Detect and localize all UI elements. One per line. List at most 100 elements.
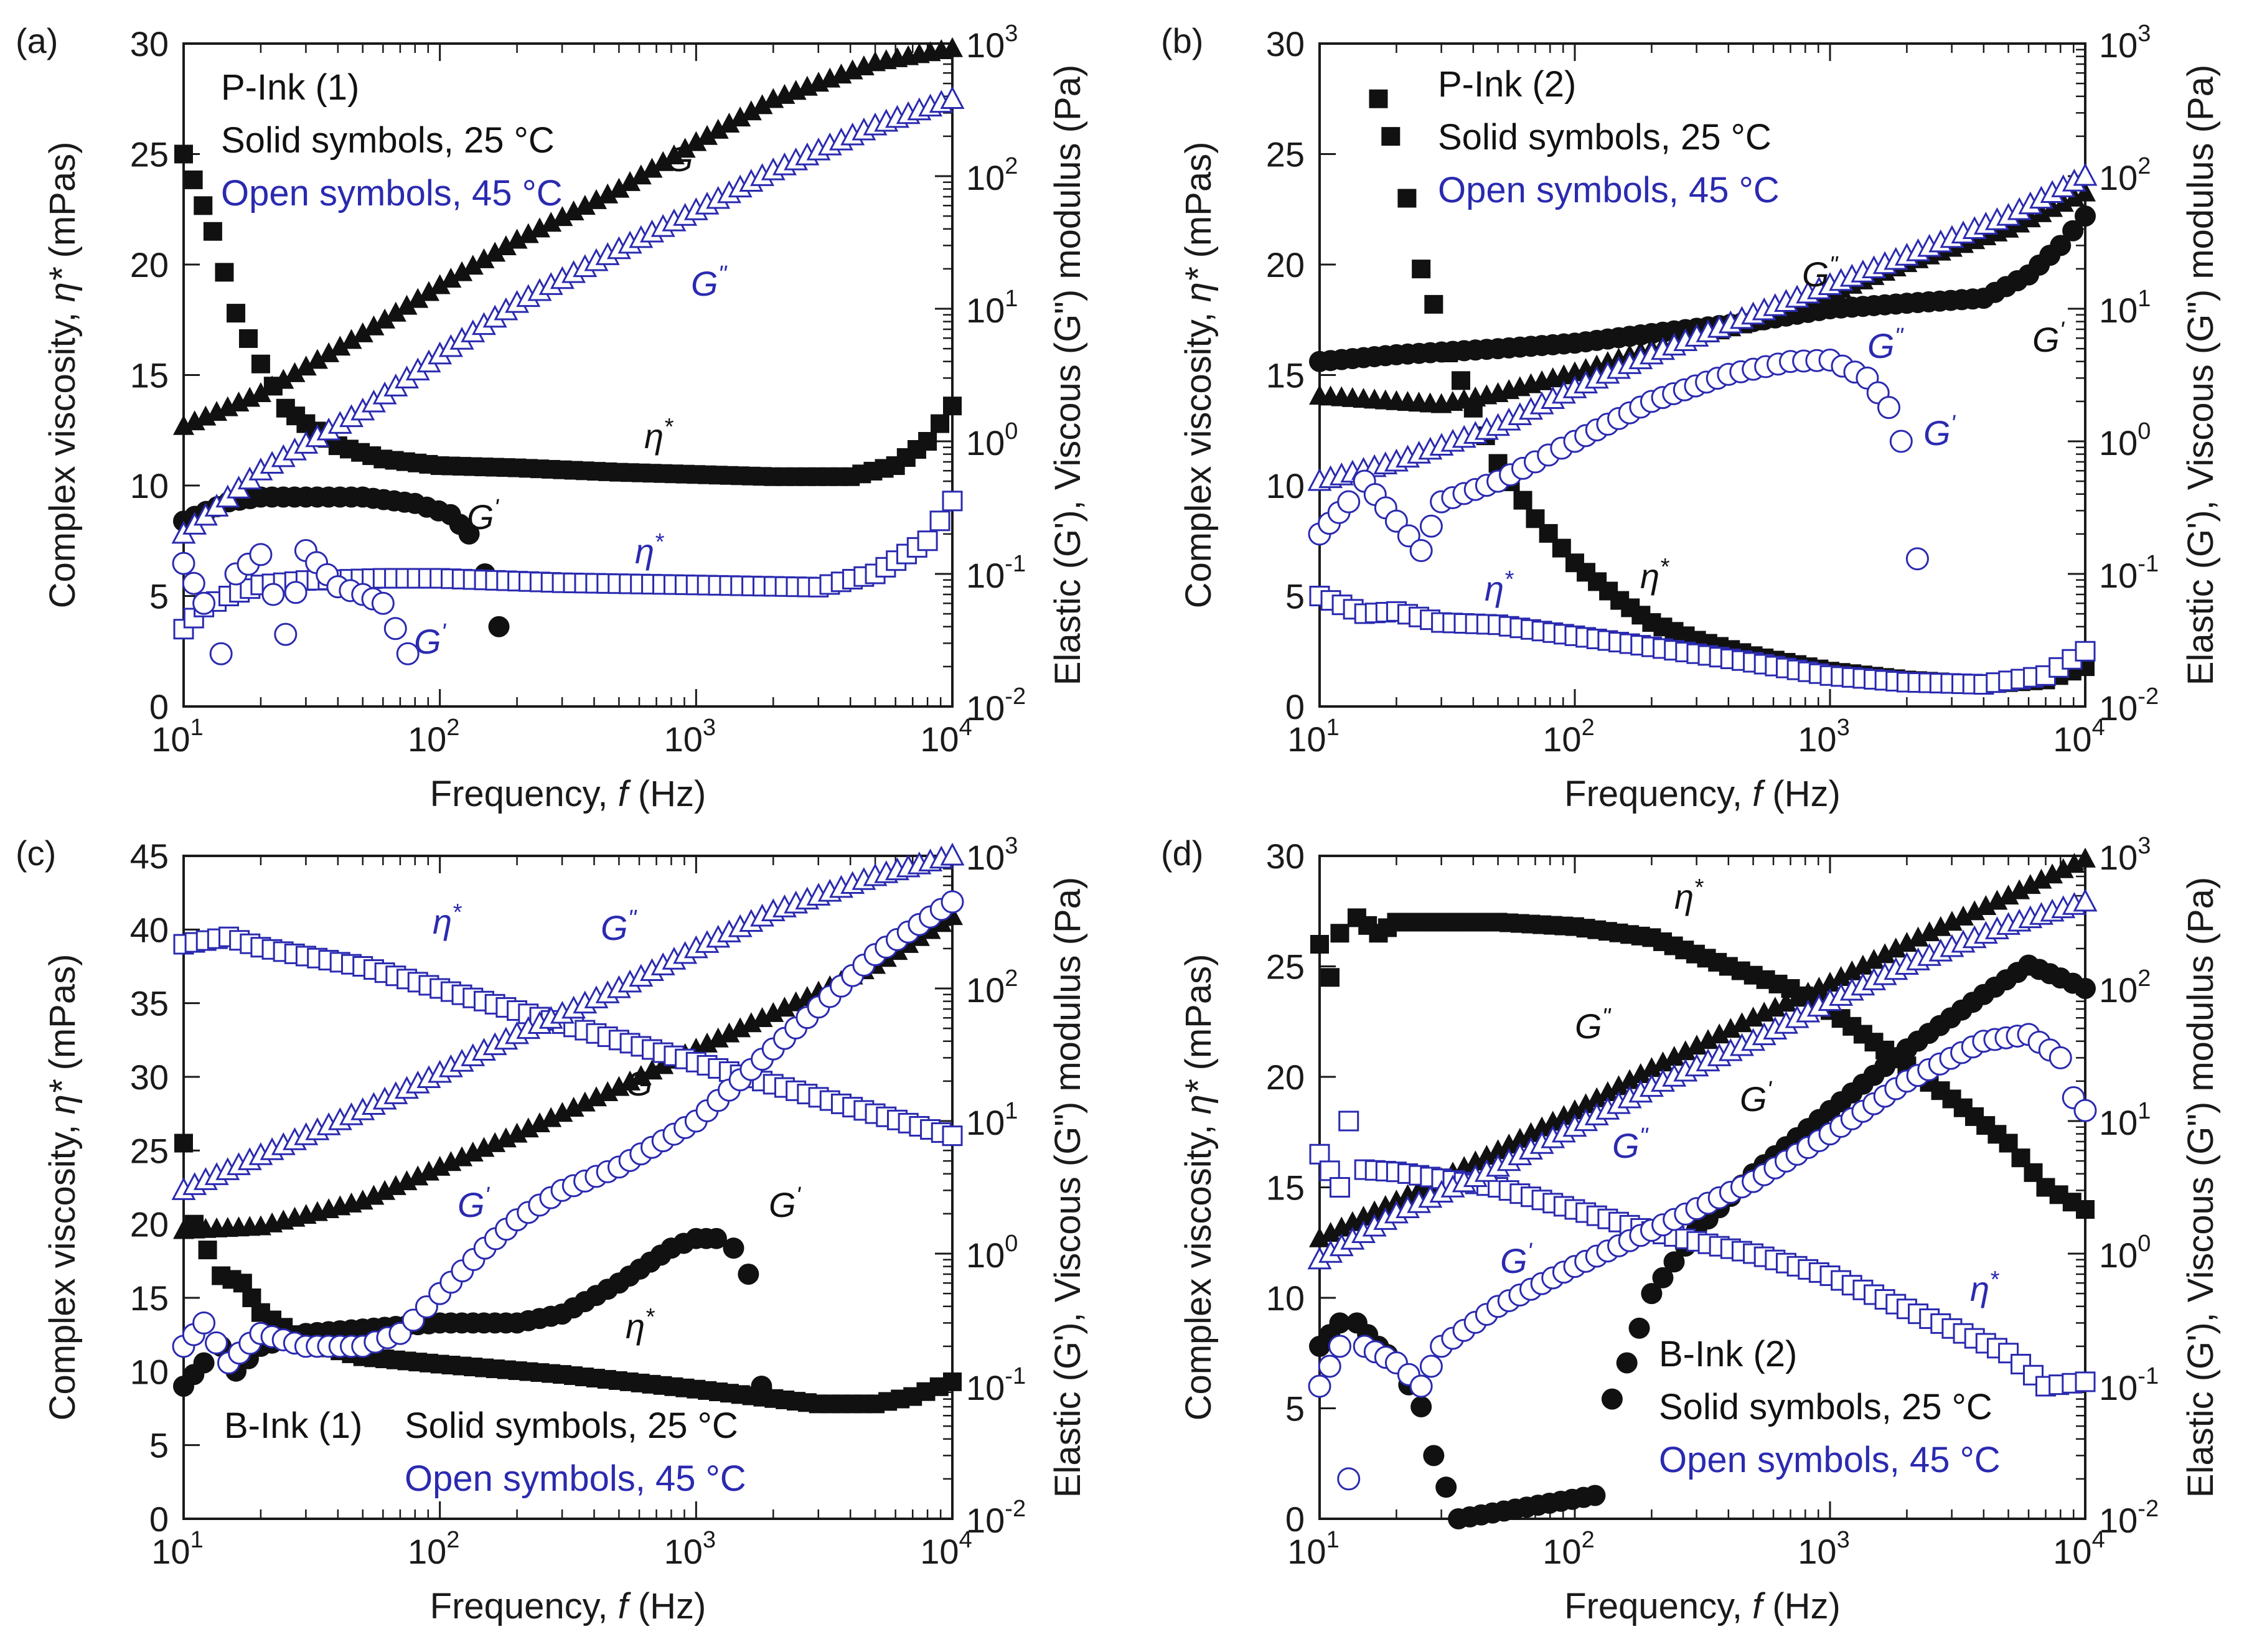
data-point-triangle [2019, 874, 2041, 894]
y-right-tick-label-base: 10 [2099, 1501, 2138, 1540]
y-right-tick-label-exp: 1 [2138, 1098, 2151, 1124]
x-tick-label: 104 [2053, 715, 2105, 759]
annotation-symbol: G [1575, 1007, 1602, 1046]
annotation-label: η* [1485, 566, 1514, 608]
y-left-axis-label: Complex viscosity, η* (mPas) [1178, 954, 1219, 1421]
data-point-triangle [940, 842, 965, 866]
data-point-triangle [473, 248, 495, 268]
data-point-circle [1328, 1335, 1351, 1358]
annotation-label: η* [433, 899, 462, 941]
data-point-square [215, 263, 234, 282]
y-left-tick-label: 15 [130, 356, 169, 395]
y-left-axis-ticks: 0 5 10 15 20 25 30 [130, 24, 200, 726]
y-right-tick-label-base: 10 [966, 838, 1005, 877]
data-point-square [1412, 260, 1431, 279]
annotation-mark: " [718, 261, 728, 288]
data-point-triangle [1476, 1145, 1498, 1165]
data-point-triangle [1830, 966, 1852, 987]
x-tick-label-base: 10 [664, 1532, 703, 1571]
annotation-label: G" [1575, 1004, 1612, 1046]
x-tick-label: 104 [920, 1527, 972, 1571]
data-point-circle [1397, 524, 1420, 548]
y-right-tick-label-base: 10 [966, 291, 1005, 330]
data-point-triangle [619, 171, 641, 191]
x-tick-label-exp: 3 [703, 715, 716, 741]
y-left-tick-label: 45 [130, 837, 169, 876]
y-left-tick-label: 0 [1285, 687, 1305, 726]
y-left-tick-label: 25 [130, 1131, 169, 1170]
data-point-triangle [1586, 1087, 1608, 1107]
series-open-circle [172, 538, 420, 665]
x-tick-label: 102 [408, 1527, 459, 1571]
y-right-tick-label-exp: -1 [1005, 1363, 1026, 1389]
data-point-triangle [1731, 1012, 1753, 1033]
data-point-triangle [740, 100, 762, 121]
annotation-symbol: G [414, 622, 441, 661]
x-tick-label: 101 [151, 1527, 203, 1571]
series-open-triangle [1307, 162, 2098, 491]
data-point-triangle [407, 288, 429, 308]
annotations: G"G'G"G'η* η* [1485, 252, 2065, 608]
y-right-tick-label: 10-1 [966, 1363, 1026, 1407]
data-point-circle [2050, 235, 2072, 256]
data-point-triangle [1386, 1190, 1407, 1210]
data-point-square [1329, 1177, 1350, 1198]
data-point-triangle [1797, 982, 1819, 1002]
x-tick-label-exp: 4 [959, 715, 972, 741]
annotation-mark: * [1659, 554, 1669, 580]
data-point-circle [1419, 1354, 1443, 1378]
data-point-triangle [451, 261, 473, 281]
y-right-tick-label-base: 10 [966, 1236, 1005, 1275]
data-point-triangle [652, 151, 674, 171]
series-open-circle [1308, 348, 1929, 571]
x-axis-ticks: 101 102 103 104 [1287, 856, 2105, 1571]
data-point-triangle [1652, 1051, 1674, 1072]
x-tick-label: 103 [1798, 715, 1849, 759]
annotation-label: G" [626, 1061, 662, 1103]
annotation-symbol: η [433, 902, 452, 941]
data-point-triangle [608, 1076, 630, 1096]
legend-solid: Solid symbols, 25 °C [405, 1406, 738, 1446]
data-point-square [917, 530, 938, 551]
annotation-mark: * [1504, 566, 1514, 593]
x-tick-label: 101 [151, 715, 203, 759]
y-left-axis-label-var: η* [42, 1079, 83, 1114]
legend-solid: Solid symbols, 25 °C [1438, 117, 1772, 157]
legend-open: Open symbols, 45 °C [1659, 1440, 2001, 1480]
x-tick-label-base: 10 [1287, 1532, 1326, 1571]
data-point-circle [738, 1263, 759, 1285]
legend-solid: Solid symbols, 25 °C [1659, 1387, 1992, 1427]
y-right-tick-label: 10-1 [2099, 1363, 2159, 1407]
annotation-mark: " [693, 137, 703, 163]
y-left-tick-label: 40 [130, 910, 169, 949]
y-left-tick-label: 30 [1266, 24, 1305, 63]
panel-d: (d)101 102 103 10405101520253010-210-110010… [1161, 833, 2221, 1626]
data-point-triangle [2009, 879, 2030, 899]
data-point-triangle [652, 1054, 674, 1074]
data-point-triangle [1753, 1002, 1775, 1022]
data-point-triangle [718, 1022, 740, 1043]
annotation-label: η* [644, 414, 673, 456]
data-point-circle [172, 551, 195, 575]
data-point-triangle [1542, 1110, 1564, 1131]
data-point-triangle [751, 1007, 773, 1028]
data-point-triangle [1686, 1035, 1707, 1055]
data-point-circle [1616, 1352, 1638, 1374]
y-right-tick-label-exp: 3 [2138, 21, 2151, 47]
annotation-label: G" [1867, 324, 1904, 365]
y-right-tick-label-base: 10 [2099, 1236, 2138, 1275]
data-point-circle [1337, 490, 1361, 514]
data-point-triangle [785, 991, 807, 1011]
x-tick-label-exp: 1 [190, 715, 204, 741]
data-point-triangle [1775, 992, 1797, 1012]
x-axis-label-text: Frequency, [430, 774, 618, 814]
data-point-square [198, 1241, 217, 1260]
data-point-triangle [506, 1122, 528, 1143]
y-right-tick-label: 10-2 [966, 683, 1026, 728]
annotation-mark: * [664, 414, 673, 440]
data-point-circle [1423, 1445, 1445, 1467]
y-left-axis-label: Complex viscosity, η* (mPas) [42, 142, 83, 609]
data-point-square [238, 329, 258, 348]
x-axis-label-text: Frequency, [430, 1586, 618, 1626]
